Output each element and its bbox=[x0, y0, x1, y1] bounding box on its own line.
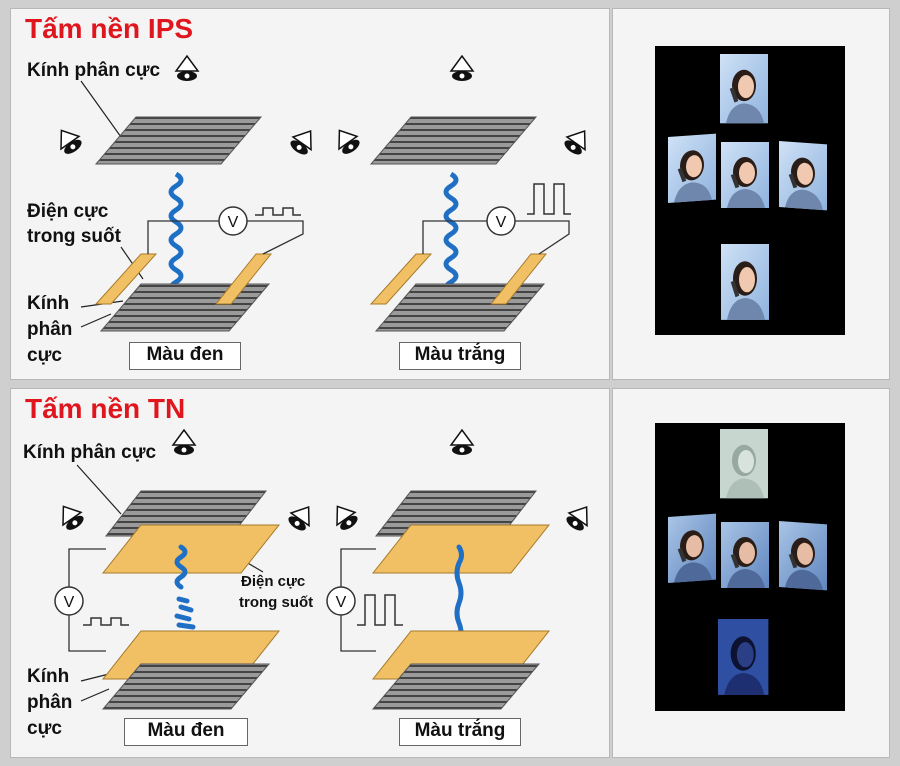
tn-diagram-panel: Tấm nền TN Kính phân cực Điện cực trong … bbox=[10, 388, 610, 758]
woman-photo bbox=[721, 522, 769, 588]
ips-title: Tấm nền IPS bbox=[25, 13, 194, 44]
tn-bottom-polarizer-line2: phân bbox=[27, 692, 73, 713]
ips-bottom-polarizer-line2: phân bbox=[27, 319, 73, 340]
woman-photo bbox=[779, 521, 827, 591]
square-wave-icon bbox=[255, 207, 301, 216]
eye-icon bbox=[450, 429, 474, 456]
ips-bottom-polarizer-line3: cực bbox=[27, 345, 62, 366]
tn-viewing-angle-photos bbox=[668, 429, 827, 695]
tn-bottom-polarizer-black bbox=[101, 663, 271, 710]
woman-photo-inverted bbox=[718, 619, 769, 695]
eye-icon bbox=[562, 499, 597, 535]
ips-viewing-angle-photos bbox=[668, 54, 827, 320]
square-wave-icon bbox=[83, 617, 129, 626]
woman-photo bbox=[668, 513, 716, 583]
tn-state-white-label: Màu trắng bbox=[399, 718, 521, 746]
tn-state-black-label: Màu đen bbox=[124, 718, 248, 746]
ips-lc-helix-black bbox=[168, 171, 184, 297]
woman-photo bbox=[779, 141, 827, 211]
tn-electrode-label-line1: Điện cực bbox=[241, 573, 306, 590]
ips-top-polarizer-white bbox=[369, 116, 538, 165]
eye-icon bbox=[53, 499, 88, 534]
ips-diagram-graphics: V V bbox=[51, 55, 595, 332]
ips-viewing-angle-panel bbox=[612, 8, 890, 380]
woman-photo bbox=[668, 133, 716, 203]
eye-icon bbox=[172, 429, 196, 456]
woman-photo bbox=[720, 54, 768, 124]
eye-icon bbox=[284, 499, 319, 535]
voltmeter-icon bbox=[54, 586, 84, 616]
tn-viewing-angle-panel bbox=[612, 388, 890, 758]
voltmeter-icon bbox=[326, 586, 356, 616]
ips-top-polarizer-black bbox=[94, 116, 263, 165]
eye-icon bbox=[51, 123, 86, 158]
woman-photo bbox=[721, 244, 769, 320]
ips-bottom-polarizer-black bbox=[99, 283, 271, 332]
voltmeter-symbol: V bbox=[64, 594, 75, 611]
woman-photo-faded bbox=[720, 429, 768, 499]
voltmeter-icon bbox=[218, 206, 248, 236]
square-wave-icon bbox=[357, 594, 403, 626]
voltmeter-icon bbox=[486, 206, 516, 236]
ips-top-polarizer-label: Kính phân cực bbox=[27, 60, 161, 81]
tn-bottom-polarizer-white bbox=[371, 663, 541, 710]
ips-electrode-label-line1: Điện cực bbox=[27, 201, 109, 222]
tn-bottom-polarizer-line3: cực bbox=[27, 718, 62, 739]
tn-diagram-graphics: V V bbox=[53, 429, 597, 710]
ips-state-white-label: Màu trắng bbox=[399, 342, 521, 370]
tn-top-polarizer-label: Kính phân cực bbox=[23, 442, 157, 463]
ips-electrode-left-black bbox=[94, 253, 158, 305]
voltmeter-symbol: V bbox=[496, 214, 507, 231]
voltmeter-symbol: V bbox=[228, 214, 239, 231]
ips-state-black-label: Màu đen bbox=[129, 342, 241, 370]
ips-lc-helix-white bbox=[443, 171, 459, 297]
eye-icon bbox=[560, 123, 595, 159]
voltmeter-symbol: V bbox=[336, 594, 347, 611]
tn-bottom-polarizer-line1: Kính bbox=[27, 666, 70, 687]
square-wave-icon bbox=[527, 183, 571, 215]
eye-icon bbox=[450, 55, 474, 82]
eye-icon bbox=[327, 499, 362, 534]
eye-icon bbox=[175, 55, 199, 82]
ips-diagram-panel: Tấm nền IPS Kính phân cực Điện cực trong… bbox=[10, 8, 610, 380]
tn-electrode-label-line2: trong suốt bbox=[239, 594, 314, 611]
ips-electrode-right-white bbox=[489, 253, 548, 305]
eye-icon bbox=[286, 123, 321, 159]
tn-top-electrode-black bbox=[101, 524, 281, 574]
tn-title: Tấm nền TN bbox=[25, 393, 186, 424]
eye-icon bbox=[329, 123, 364, 158]
woman-photo bbox=[721, 142, 769, 208]
ips-bottom-polarizer-line1: Kính bbox=[27, 293, 70, 314]
ips-electrode-left-white bbox=[369, 253, 433, 305]
ips-bottom-polarizer-white bbox=[374, 283, 546, 332]
ips-electrode-right-black bbox=[214, 253, 273, 305]
ips-electrode-label-line2: trong suốt bbox=[27, 226, 121, 247]
